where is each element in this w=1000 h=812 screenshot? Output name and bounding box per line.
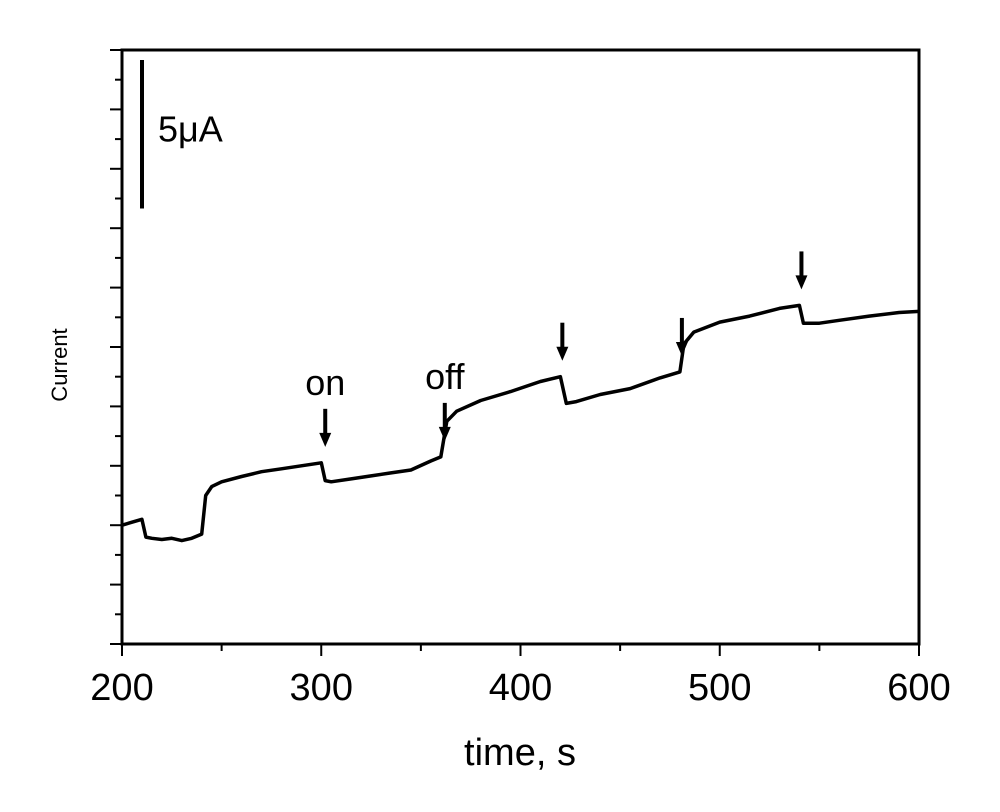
event-arrow: on: [305, 362, 345, 447]
series-line: [121, 303, 920, 543]
y-axis-label: Current: [47, 328, 72, 401]
annotation-label: off: [425, 356, 465, 397]
x-tick-label: 400: [489, 667, 552, 709]
annotations: on off: [305, 251, 808, 447]
arrow-head: [795, 275, 808, 290]
x-tick-label: 600: [887, 667, 950, 709]
event-arrow: [556, 322, 569, 361]
x-axis-label: time, s: [464, 732, 576, 774]
scale-bar-label: 5μA: [158, 109, 223, 150]
event-arrow: [795, 251, 808, 290]
x-tick-label: 200: [90, 667, 153, 709]
arrow-head: [675, 341, 688, 356]
x-axis-ticks: [121, 644, 920, 656]
annotation-label: on: [305, 362, 345, 403]
arrow-head: [319, 432, 332, 447]
event-arrow: [675, 317, 688, 356]
scale-bar: 5μA: [140, 60, 223, 209]
x-tick-label: 300: [290, 667, 353, 709]
plot-frame: [120, 48, 921, 646]
x-tick-label: 500: [688, 667, 751, 709]
arrow-head: [556, 346, 569, 361]
y-axis-ticks: [110, 49, 122, 645]
x-axis-tick-labels: 200 300 400 500 600: [90, 667, 950, 709]
arrow-head: [438, 426, 451, 441]
event-arrow: off: [425, 356, 465, 441]
